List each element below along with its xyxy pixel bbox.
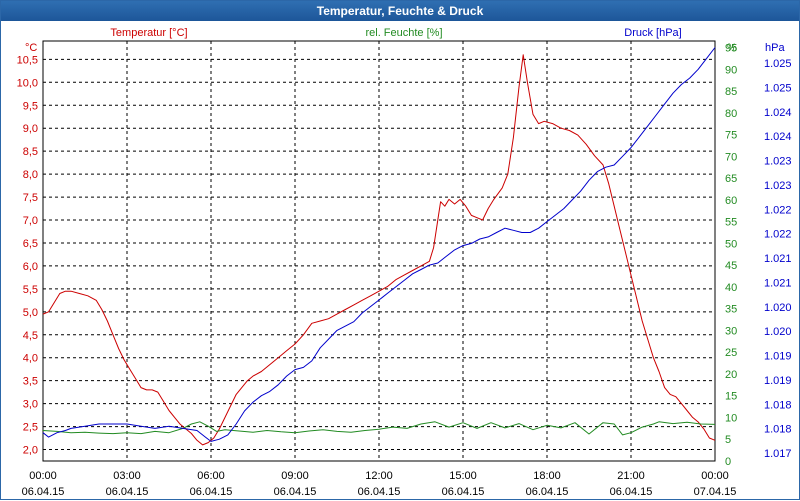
y-tick-temperature: 4,5 bbox=[23, 330, 38, 342]
y-tick-pressure: 1.019 bbox=[764, 351, 792, 363]
x-tick-date: 06.04.15 bbox=[274, 486, 317, 498]
x-tick-date: 06.04.15 bbox=[106, 486, 149, 498]
x-tick-time: 21:00 bbox=[617, 470, 645, 482]
y-tick-humidity: 80 bbox=[725, 108, 737, 120]
y-tick-humidity: 55 bbox=[725, 217, 737, 229]
y-tick-humidity: 0 bbox=[725, 456, 731, 468]
y-tick-humidity: 15 bbox=[725, 391, 737, 403]
y-tick-pressure: 1.018 bbox=[764, 424, 792, 436]
y-tick-temperature: 4,0 bbox=[23, 353, 38, 365]
x-tick-time: 00:00 bbox=[29, 470, 57, 482]
x-tick-date: 06.04.15 bbox=[190, 486, 233, 498]
y-tick-temperature: 7,0 bbox=[23, 215, 38, 227]
x-tick-date: 06.04.15 bbox=[442, 486, 485, 498]
series-line-humidity bbox=[42, 421, 716, 436]
x-tick-date: 06.04.15 bbox=[610, 486, 653, 498]
y-tick-humidity: 45 bbox=[725, 260, 737, 272]
y-tick-temperature: 9,5 bbox=[23, 100, 38, 112]
x-tick-time: 06:00 bbox=[197, 470, 225, 482]
y-tick-temperature: 9,0 bbox=[23, 123, 38, 135]
y-tick-humidity: 40 bbox=[725, 282, 737, 294]
y-tick-temperature: 5,5 bbox=[23, 284, 38, 296]
series-line-temperature bbox=[42, 54, 716, 446]
y-tick-humidity: 85 bbox=[725, 86, 737, 98]
x-tick-time: 00:00 bbox=[701, 470, 729, 482]
humidity-axis-label: rel. Feuchte [%] bbox=[365, 27, 442, 39]
x-tick-date: 06.04.15 bbox=[22, 486, 65, 498]
y-tick-pressure: 1.019 bbox=[764, 375, 792, 387]
y-tick-humidity: 35 bbox=[725, 304, 737, 316]
y-tick-humidity: 25 bbox=[725, 347, 737, 359]
y-tick-temperature: 2,5 bbox=[23, 422, 38, 434]
y-tick-temperature: 7,5 bbox=[23, 192, 38, 204]
y-tick-temperature: 5,0 bbox=[23, 307, 38, 319]
x-tick-time: 15:00 bbox=[449, 470, 477, 482]
y-tick-humidity: 65 bbox=[725, 173, 737, 185]
y-tick-humidity: 50 bbox=[725, 238, 737, 250]
y-tick-pressure: 1.024 bbox=[764, 107, 792, 119]
y-tick-pressure: 1.025 bbox=[764, 58, 792, 70]
series-line-pressure bbox=[42, 47, 716, 442]
y-tick-pressure: 1.022 bbox=[764, 204, 792, 216]
y-tick-pressure: 1.024 bbox=[764, 131, 792, 143]
temperature-axis-label: Temperatur [°C] bbox=[110, 27, 187, 39]
y-tick-temperature: 6,5 bbox=[23, 238, 38, 250]
y-tick-pressure: 1.025 bbox=[764, 82, 792, 94]
pressure-unit: hPa bbox=[765, 42, 785, 54]
y-tick-humidity: 90 bbox=[725, 64, 737, 76]
y-tick-pressure: 1.022 bbox=[764, 229, 792, 241]
x-tick-time: 09:00 bbox=[281, 470, 309, 482]
y-tick-temperature: 6,0 bbox=[23, 261, 38, 273]
y-tick-humidity: 5 bbox=[725, 434, 731, 446]
y-tick-temperature: 8,5 bbox=[23, 146, 38, 158]
y-tick-humidity: 10 bbox=[725, 412, 737, 424]
y-tick-pressure: 1.018 bbox=[764, 399, 792, 411]
x-tick-date: 07.04.15 bbox=[694, 486, 737, 498]
y-tick-pressure: 1.020 bbox=[764, 326, 792, 338]
y-tick-pressure: 1.021 bbox=[764, 277, 792, 289]
y-tick-humidity: 70 bbox=[725, 151, 737, 163]
pressure-axis-label: Druck [hPa] bbox=[624, 27, 681, 39]
y-tick-temperature: 3,0 bbox=[23, 399, 38, 411]
y-tick-temperature: 2,0 bbox=[23, 445, 38, 457]
y-tick-humidity: 30 bbox=[725, 325, 737, 337]
humidity-unit: % bbox=[727, 42, 737, 54]
chart-title: Temperatur, Feuchte & Druck bbox=[1, 1, 799, 21]
y-tick-humidity: 95 bbox=[725, 43, 737, 55]
x-tick-date: 06.04.15 bbox=[358, 486, 401, 498]
temperature-unit: °C bbox=[25, 42, 37, 54]
y-tick-pressure: 1.023 bbox=[764, 180, 792, 192]
y-tick-humidity: 60 bbox=[725, 195, 737, 207]
y-tick-temperature: 10,5 bbox=[17, 54, 38, 66]
y-tick-pressure: 1.023 bbox=[764, 156, 792, 168]
y-tick-pressure: 1.017 bbox=[764, 448, 792, 460]
y-tick-pressure: 1.021 bbox=[764, 253, 792, 265]
y-tick-pressure: 1.020 bbox=[764, 302, 792, 314]
y-tick-temperature: 10,0 bbox=[17, 77, 38, 89]
x-tick-time: 18:00 bbox=[533, 470, 561, 482]
y-tick-temperature: 8,0 bbox=[23, 169, 38, 181]
y-tick-humidity: 20 bbox=[725, 369, 737, 381]
x-tick-date: 06.04.15 bbox=[526, 486, 569, 498]
y-tick-humidity: 75 bbox=[725, 130, 737, 142]
x-tick-time: 12:00 bbox=[365, 470, 393, 482]
y-tick-temperature: 3,5 bbox=[23, 376, 38, 388]
x-tick-time: 03:00 bbox=[113, 470, 141, 482]
